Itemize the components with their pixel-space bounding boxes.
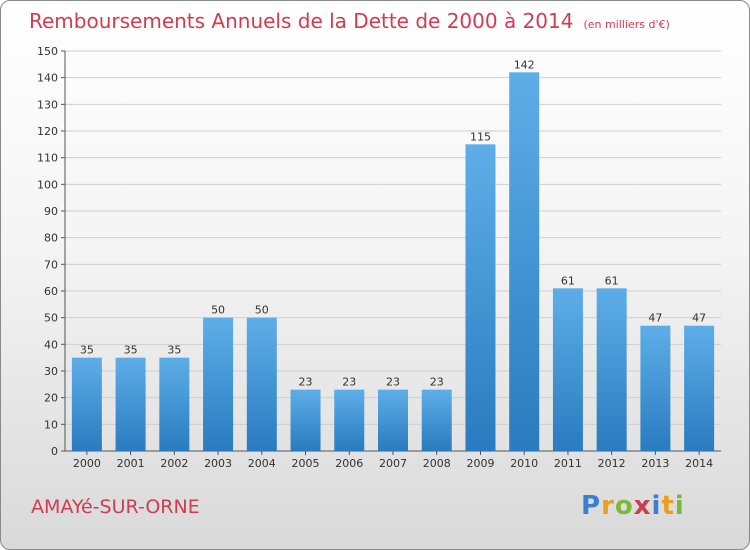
chart-title: Remboursements Annuels de la Dette de 20… xyxy=(29,9,670,33)
commune-name: AMAYé-SUR-ORNE xyxy=(31,496,200,518)
bar xyxy=(378,389,408,451)
x-tick-label: 2011 xyxy=(554,457,582,470)
data-label: 35 xyxy=(80,344,94,357)
logo-letter: i xyxy=(651,491,662,521)
bar xyxy=(421,389,452,451)
data-label: 50 xyxy=(255,304,269,317)
logo-letter: t xyxy=(661,491,675,521)
x-tick-label: 2009 xyxy=(466,457,494,470)
y-tick-label: 0 xyxy=(51,445,58,458)
bar xyxy=(334,389,365,451)
unit-label: (en milliers d'€) xyxy=(583,18,670,31)
tick-labels: 0 10 20 30 40 50 60 70 80 90 100 110 120 130 140 150 200… xyxy=(37,45,713,470)
y-tick-label: 110 xyxy=(37,152,58,165)
x-tick-label: 2005 xyxy=(292,457,320,470)
logo-letter: r xyxy=(601,491,615,521)
x-tick-label: 2004 xyxy=(248,457,276,470)
data-label: 50 xyxy=(211,304,225,317)
y-tick-label: 100 xyxy=(37,178,58,191)
bar xyxy=(159,357,190,451)
data-label: 142 xyxy=(514,58,535,71)
data-label: 23 xyxy=(299,376,313,389)
y-tick-label: 90 xyxy=(44,205,58,218)
bar xyxy=(640,325,671,451)
y-tick-label: 20 xyxy=(44,392,58,405)
bar xyxy=(684,325,715,451)
title-text: Remboursements Annuels de la Dette de 20… xyxy=(29,9,574,33)
logo-letter: P xyxy=(581,491,602,521)
data-label: 61 xyxy=(605,274,619,287)
bar xyxy=(465,144,496,452)
logo-letter: i xyxy=(674,491,685,521)
y-tick-label: 80 xyxy=(44,232,58,245)
x-tick-label: 2014 xyxy=(685,457,713,470)
data-label: 23 xyxy=(430,376,444,389)
data-label: 35 xyxy=(124,344,138,357)
y-tick-label: 30 xyxy=(44,365,58,378)
y-tick-label: 150 xyxy=(37,45,58,58)
y-tick-label: 140 xyxy=(37,72,58,85)
data-label: 115 xyxy=(470,130,491,143)
x-tick-label: 2008 xyxy=(423,457,451,470)
bar xyxy=(203,317,234,451)
bars xyxy=(71,72,715,452)
bar xyxy=(290,389,321,451)
bar xyxy=(115,357,146,451)
x-tick-label: 2012 xyxy=(598,457,626,470)
logo-letter: x xyxy=(633,491,652,521)
bar xyxy=(246,317,277,451)
data-label: 35 xyxy=(167,344,181,357)
data-label: 47 xyxy=(648,312,662,325)
x-tick-label: 2013 xyxy=(641,457,669,470)
y-tick-label: 60 xyxy=(44,285,58,298)
y-tick-label: 70 xyxy=(44,258,58,271)
y-tick-label: 40 xyxy=(44,338,58,351)
data-label: 47 xyxy=(692,312,706,325)
y-tick-label: 50 xyxy=(44,312,58,325)
bar xyxy=(509,72,540,451)
x-tick-label: 2007 xyxy=(379,457,407,470)
y-tick-label: 120 xyxy=(37,125,58,138)
data-labels: 35 35 35 50 50 23 23 23 23 115 142 61 61 47 47 xyxy=(80,58,706,388)
bar xyxy=(552,288,583,451)
data-label: 23 xyxy=(386,376,400,389)
x-tick-label: 2001 xyxy=(117,457,145,470)
y-tick-label: 130 xyxy=(37,98,58,111)
x-tick-label: 2010 xyxy=(510,457,538,470)
x-tick-label: 2006 xyxy=(335,457,363,470)
logo-letter: o xyxy=(614,491,634,521)
x-tick-label: 2003 xyxy=(204,457,232,470)
y-tick-label: 10 xyxy=(44,418,58,431)
bar xyxy=(596,288,627,451)
proxiti-logo: Proxiti xyxy=(581,491,685,521)
data-label: 23 xyxy=(342,376,356,389)
bar xyxy=(71,357,102,451)
x-tick-label: 2002 xyxy=(160,457,188,470)
x-tick-label: 2000 xyxy=(73,457,101,470)
data-label: 61 xyxy=(561,274,575,287)
